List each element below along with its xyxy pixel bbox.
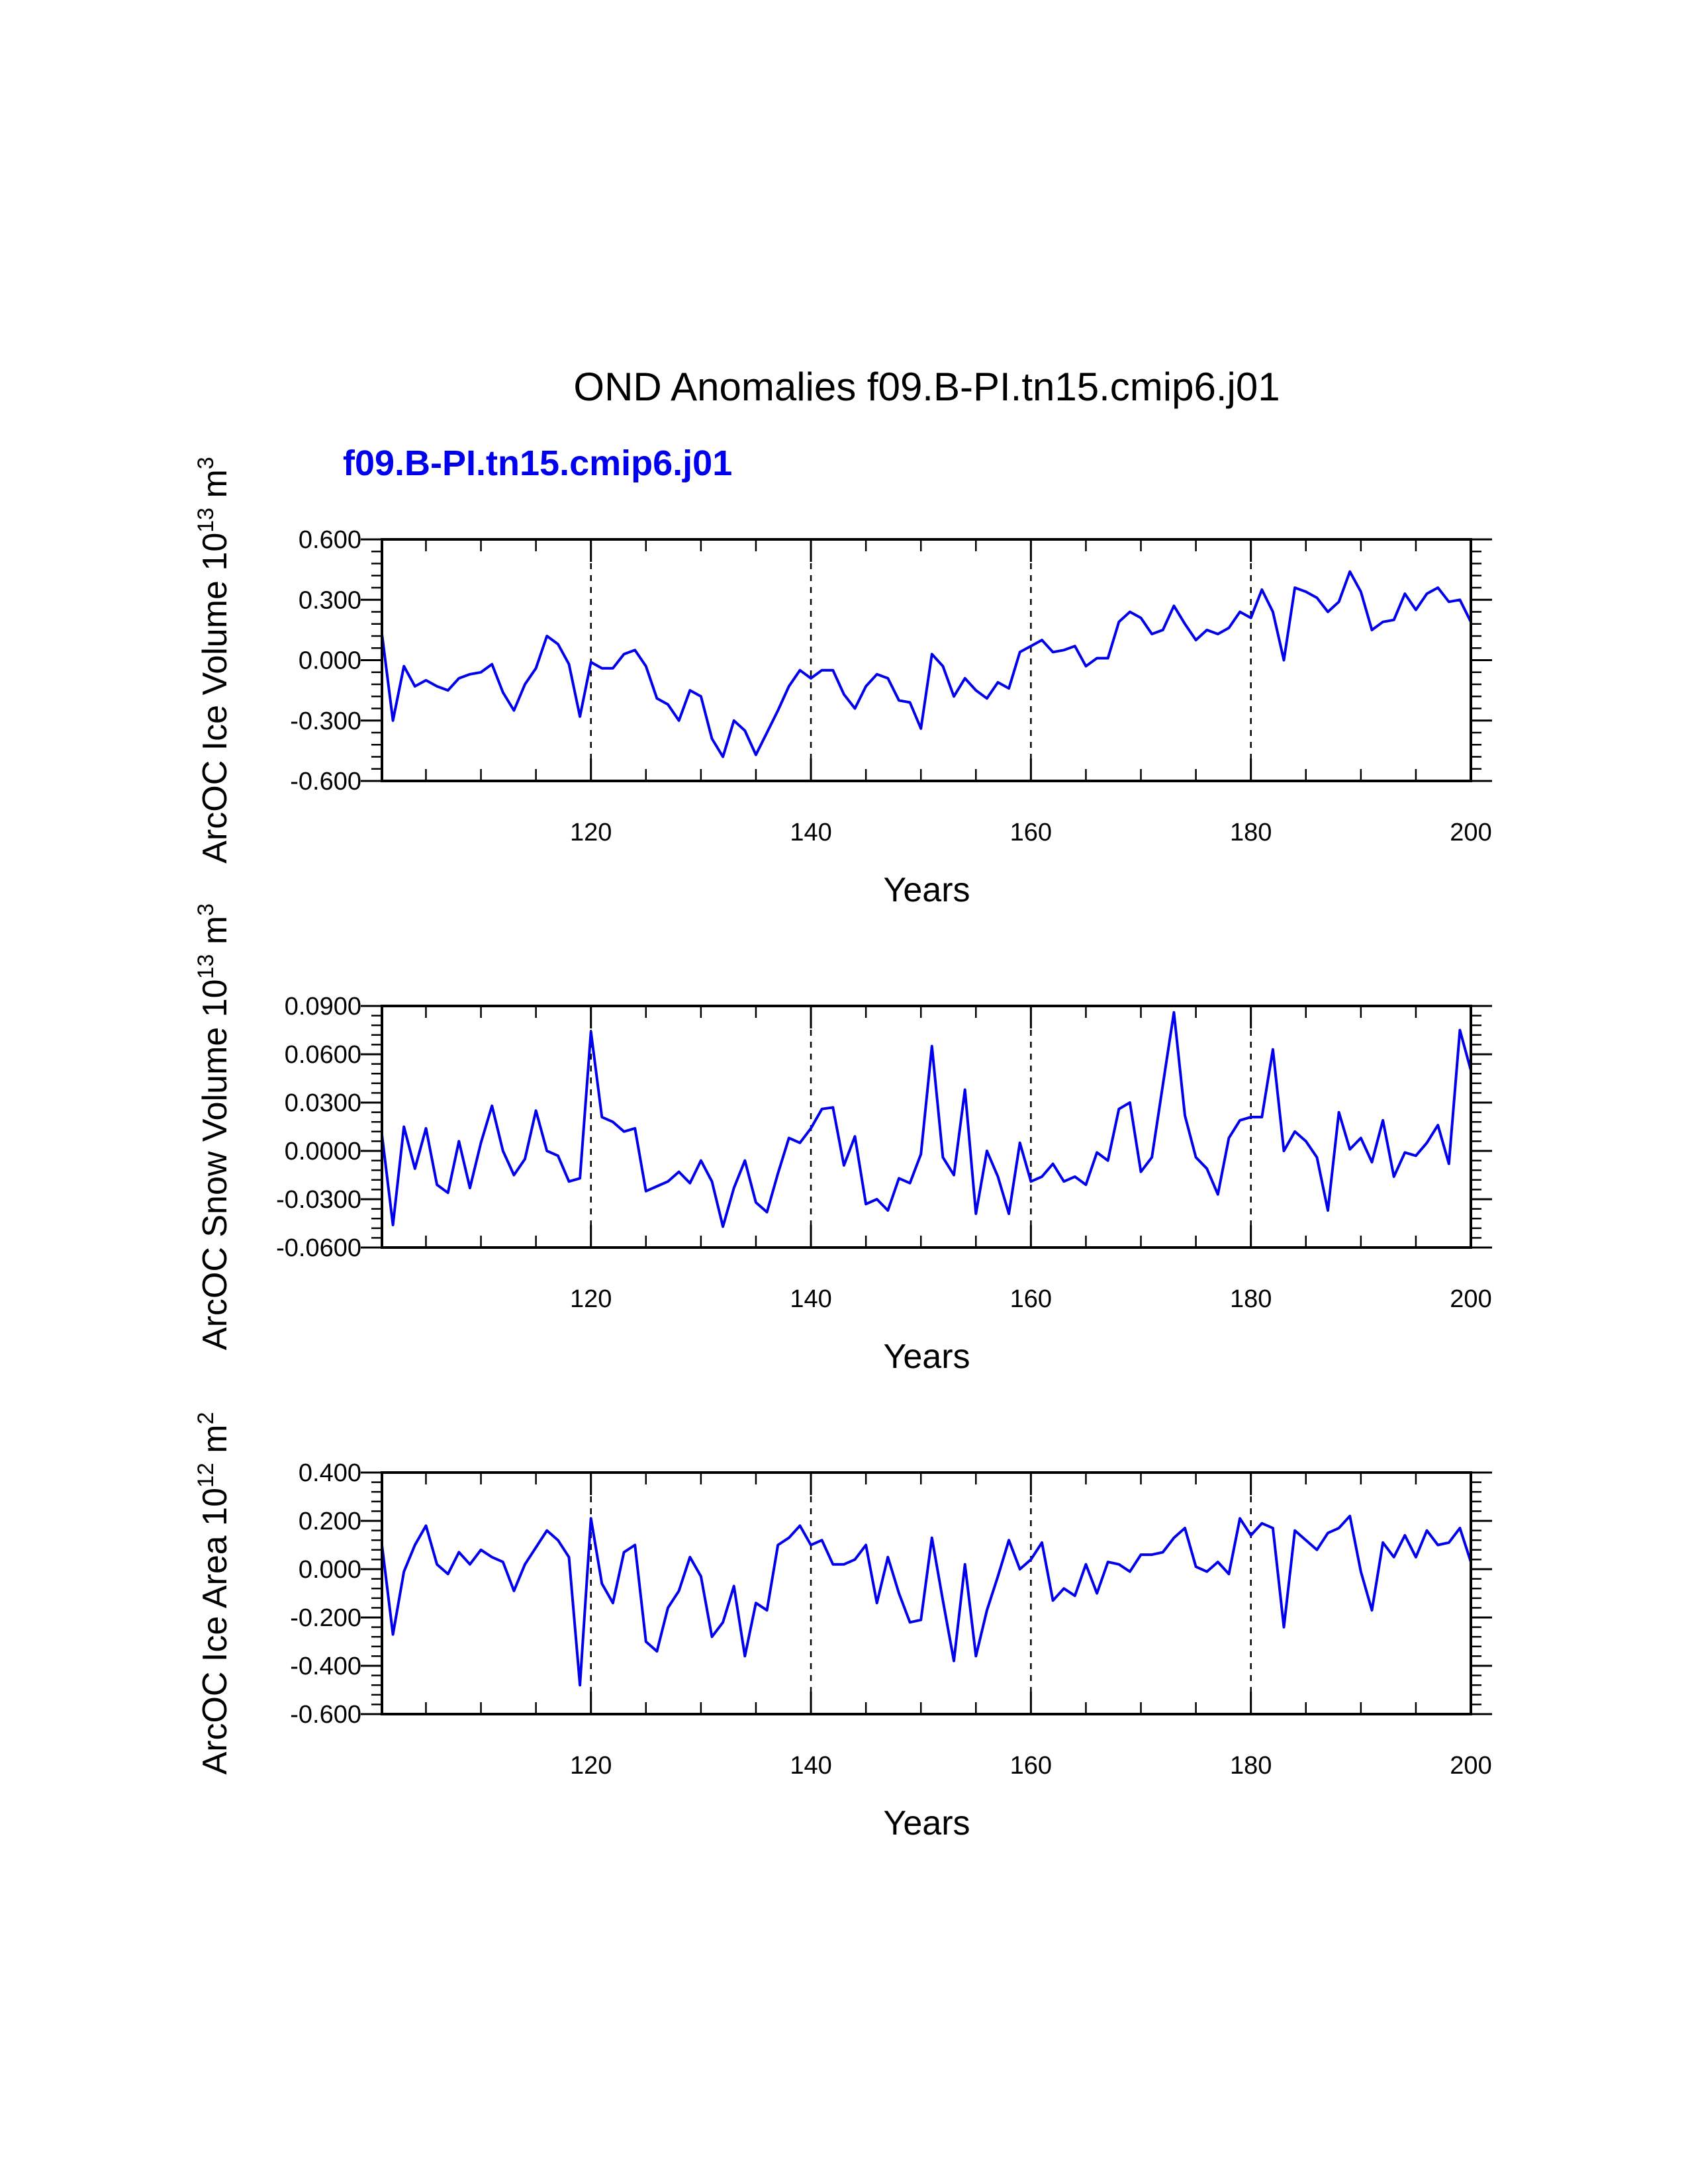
x-tick-label: 140	[790, 1752, 831, 1780]
x-tick-label: 180	[1230, 1285, 1272, 1313]
y-tick-label: 0.000	[299, 1556, 361, 1584]
x-axis-title: Years	[883, 1338, 970, 1376]
x-tick-label: 140	[790, 819, 831, 846]
series-legend-label: f09.B-PI.tn15.cmip6.j01	[343, 443, 732, 483]
x-tick-label: 200	[1450, 1285, 1491, 1313]
y-tick-label: -0.0300	[276, 1186, 361, 1214]
y-tick-label: -0.600	[290, 768, 361, 796]
panel-2: 120 140 160 180 200 -0.0600 -0.0300 0.0000 0.030…	[193, 903, 1492, 1376]
x-axis-title: Years	[883, 871, 970, 909]
x-tick-label: 140	[790, 1285, 831, 1313]
y-tick-label: -0.600	[290, 1701, 361, 1729]
x-tick-label: 160	[1010, 1285, 1052, 1313]
data-series-line	[381, 1514, 1472, 1687]
y-tick-label: 0.600	[299, 526, 361, 554]
x-tick-label: 120	[570, 1285, 612, 1313]
y-tick-label: 0.200	[299, 1508, 361, 1535]
x-tick-label: 180	[1230, 819, 1272, 846]
panels-group: 120 140 160 180 200 -0.600 -0.300 0.000 0.300 0.6…	[193, 457, 1492, 1843]
y-tick-label: -0.0600	[276, 1234, 361, 1262]
x-tick-label: 120	[570, 1752, 612, 1780]
data-series-line	[381, 570, 1472, 758]
chart-title: OND Anomalies f09.B-PI.tn15.cmip6.j01	[573, 365, 1280, 409]
panel-1: 120 140 160 180 200 -0.600 -0.300 0.000 0.300 0.6…	[193, 457, 1492, 909]
data-series-line	[381, 1011, 1472, 1228]
x-axis-title: Years	[883, 1804, 970, 1843]
x-tick-label: 120	[570, 819, 612, 846]
y-tick-label: 0.0600	[285, 1041, 361, 1069]
panel-3: 120 140 160 180 200 -0.600 -0.400 -0.200 0.000 0.…	[193, 1412, 1492, 1843]
plot-frame	[381, 1005, 1472, 1249]
x-tick-label: 160	[1010, 1752, 1052, 1780]
y-tick-label: -0.400	[290, 1653, 361, 1680]
plot-frame	[381, 538, 1472, 782]
y-tick-label: 0.0300	[285, 1089, 361, 1117]
y-axis-title: ArcOC Ice Area 1012 m2	[193, 1412, 234, 1774]
y-axis-title: ArcOC Snow Volume 1013 m3	[193, 903, 234, 1350]
y-tick-label: -0.300	[290, 707, 361, 735]
y-tick-label: 0.0900	[285, 993, 361, 1021]
x-tick-label: 180	[1230, 1752, 1272, 1780]
plot-frame	[381, 1471, 1472, 1715]
y-tick-label: 0.0000	[285, 1138, 361, 1165]
y-tick-label: 0.400	[299, 1459, 361, 1487]
x-tick-label: 160	[1010, 819, 1052, 846]
y-axis-title: ArcOC Ice Volume 1013 m3	[193, 457, 234, 864]
x-tick-label: 200	[1450, 1752, 1491, 1780]
y-tick-label: 0.000	[299, 647, 361, 675]
y-tick-label: -0.200	[290, 1604, 361, 1632]
x-tick-label: 200	[1450, 819, 1491, 846]
y-tick-label: 0.300	[299, 586, 361, 614]
